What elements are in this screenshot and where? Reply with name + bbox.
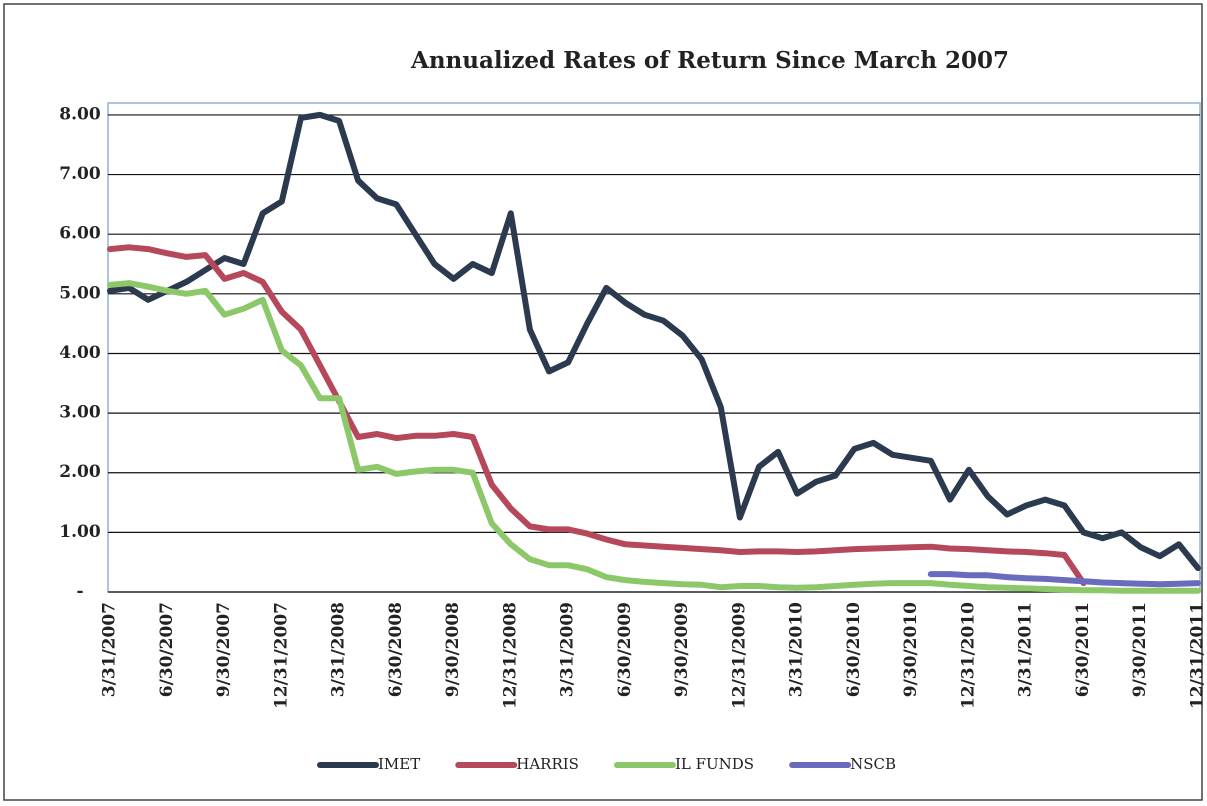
x-tick-label: 6/30/2010 (844, 602, 864, 697)
x-tick-label: 6/30/2009 (615, 602, 635, 697)
y-tick-label: 1.00 (59, 522, 101, 542)
chart-title: Annualized Rates of Return Since March 2… (410, 47, 1009, 74)
x-tick-label: 6/30/2008 (386, 602, 406, 697)
y-tick-label: - (76, 582, 83, 602)
series-line (107, 111, 1201, 572)
x-tick-label: 9/30/2007 (214, 602, 234, 697)
y-tick-label: 7.00 (59, 164, 101, 184)
legend-label: NSCB (850, 755, 896, 773)
x-tick-label: 12/31/2009 (729, 602, 749, 709)
x-tick-label: 12/31/2008 (500, 602, 520, 709)
x-tick-label: 3/31/2008 (329, 602, 349, 697)
x-tick-label: 6/30/2011 (1073, 602, 1093, 697)
y-tick-label: 4.00 (59, 343, 101, 363)
legend-label: HARRIS (516, 755, 579, 773)
x-tick-label: 9/30/2011 (1130, 602, 1150, 697)
x-tick-label: 3/31/2009 (558, 602, 578, 697)
x-tick-label: 9/30/2009 (672, 602, 692, 697)
x-tick-label: 12/31/2007 (271, 602, 291, 709)
y-tick-label: 8.00 (59, 104, 101, 124)
x-tick-label: 3/31/2011 (1016, 602, 1036, 697)
y-tick-label: 6.00 (59, 224, 101, 244)
legend-label: IL FUNDS (675, 755, 754, 773)
series-line (107, 280, 1201, 594)
legend-label: IMET (378, 755, 420, 773)
y-tick-label: 2.00 (59, 462, 101, 482)
frame (3, 3, 1203, 801)
y-tick-label: 5.00 (59, 283, 101, 303)
y-tick-label: 3.00 (59, 403, 101, 423)
x-tick-label: 12/31/2010 (958, 602, 978, 709)
x-tick-label: 12/31/2011 (1188, 602, 1207, 709)
x-tick-label: 3/31/2010 (787, 602, 807, 697)
x-tick-label: 9/30/2010 (901, 602, 921, 697)
x-tick-label: 6/30/2007 (157, 602, 177, 697)
series-line (927, 571, 1201, 588)
series-line (107, 244, 1087, 587)
x-tick-label: 3/31/2007 (100, 602, 120, 697)
x-tick-label: 9/30/2008 (443, 602, 463, 697)
